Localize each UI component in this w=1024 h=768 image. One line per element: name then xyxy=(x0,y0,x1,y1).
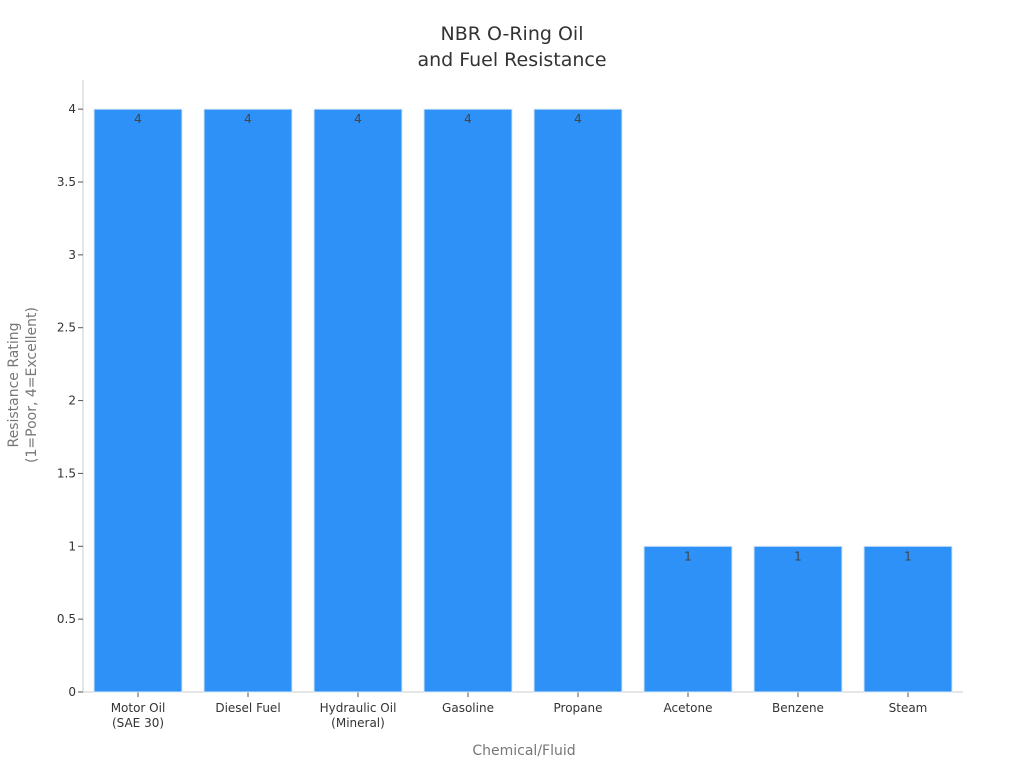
x-axis: Motor Oil (SAE 30) Diesel Fuel Hydraulic Oi… xyxy=(83,691,963,730)
bars-group xyxy=(93,108,953,693)
y-tick-label: 0 xyxy=(68,685,76,699)
x-tick-label-line: Steam xyxy=(889,701,928,715)
bar-value-label: 1 xyxy=(904,549,912,563)
y-tick-label: 3.5 xyxy=(57,175,76,189)
y-tick-label: 2 xyxy=(68,394,76,408)
x-tick-label: Diesel Fuel xyxy=(215,701,280,715)
x-tick-label-line: Propane xyxy=(554,701,603,715)
x-tick-label-line: Motor Oil xyxy=(111,701,166,715)
bar-value-label: 4 xyxy=(134,112,142,126)
x-tick-label: Gasoline xyxy=(442,701,494,715)
bar xyxy=(533,108,623,693)
x-tick-label-line: Benzene xyxy=(772,701,824,715)
bar xyxy=(93,108,183,693)
bar xyxy=(753,545,843,693)
chart-title-line-1: NBR O-Ring Oil xyxy=(441,23,584,45)
x-tick-label-line: Gasoline xyxy=(442,701,494,715)
chart-title-line-2: and Fuel Resistance xyxy=(417,49,606,71)
bar xyxy=(863,545,953,693)
bar-value-label: 4 xyxy=(354,112,362,126)
x-tick-label: Hydraulic Oil (Mineral) xyxy=(320,701,397,730)
y-tick-label: 0.5 xyxy=(57,612,76,626)
y-tick-label: 1 xyxy=(68,539,76,553)
x-tick-label: Propane xyxy=(554,701,603,715)
x-tick-label-line: Hydraulic Oil xyxy=(320,701,397,715)
bar-value-label: 4 xyxy=(244,112,252,126)
y-axis: 0 0.5 1 1.5 2 2.5 3 3.5 4 xyxy=(57,80,84,699)
y-axis-title-line-1: Resistance Rating xyxy=(6,322,22,447)
bar xyxy=(423,108,513,693)
x-tick-label-line: (Mineral) xyxy=(331,716,385,730)
y-tick-label: 3 xyxy=(68,248,76,262)
x-axis-title: Chemical/Fluid xyxy=(472,743,575,759)
y-tick-label: 4 xyxy=(68,102,76,116)
bar-value-label: 1 xyxy=(684,549,692,563)
x-tick-label: Steam xyxy=(889,701,928,715)
bar xyxy=(203,108,293,693)
x-tick-label-line: Diesel Fuel xyxy=(215,701,280,715)
x-tick-label: Acetone xyxy=(663,701,712,715)
y-tick-label: 1.5 xyxy=(57,466,76,480)
y-tick-label: 2.5 xyxy=(57,321,76,335)
bar xyxy=(643,545,733,693)
bar-value-label: 4 xyxy=(574,112,582,126)
x-tick-label-line: Acetone xyxy=(663,701,712,715)
bar xyxy=(313,108,403,693)
y-axis-title-line-2: (1=Poor, 4=Excellent) xyxy=(24,307,40,463)
x-tick-label: Motor Oil (SAE 30) xyxy=(111,701,166,730)
bar-value-label: 1 xyxy=(794,549,802,563)
bar-value-label: 4 xyxy=(464,112,472,126)
data-labels-group: 4 4 4 4 4 1 1 1 xyxy=(134,112,912,563)
x-tick-label-line: (SAE 30) xyxy=(112,716,164,730)
x-tick-label: Benzene xyxy=(772,701,824,715)
